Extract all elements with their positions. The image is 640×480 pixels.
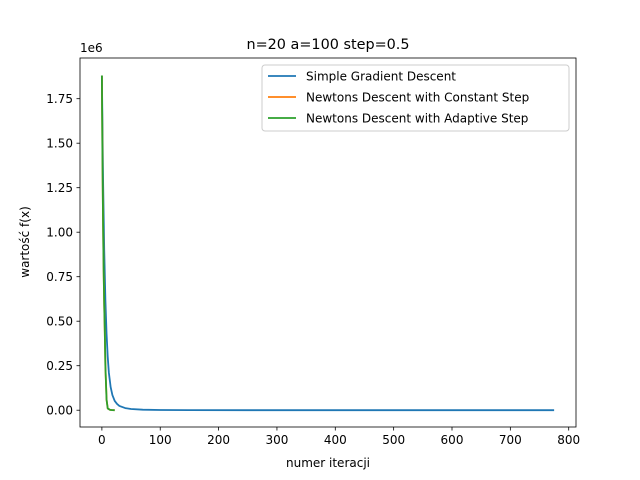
legend-label-gradient: Simple Gradient Descent (306, 70, 456, 84)
x-tick-label: 800 (557, 433, 580, 447)
x-tick-label: 600 (441, 433, 464, 447)
x-tick-label: 500 (382, 433, 405, 447)
legend-label-newton-adaptive: Newtons Descent with Adaptive Step (306, 112, 528, 126)
legend-label-newton-constant: Newtons Descent with Constant Step (306, 91, 529, 105)
x-tick-label: 200 (207, 433, 230, 447)
series-layer (100, 75, 555, 412)
y-axis-label: wartość f(x) (18, 206, 32, 278)
chart-title: n=20 a=100 step=0.5 (246, 37, 409, 53)
y-tick-label: 1.75 (46, 92, 73, 106)
x-tick-label: 100 (149, 433, 172, 447)
x-tick-label: 0 (98, 433, 106, 447)
series-line-gradient (100, 75, 555, 412)
x-tick-label: 300 (265, 433, 288, 447)
y-offset-label: 1e6 (80, 41, 103, 55)
x-tick-label: 400 (324, 433, 347, 447)
legend-frame (261, 64, 570, 132)
series-line-newton-adaptive (100, 75, 115, 412)
x-tick-label: 700 (499, 433, 522, 447)
y-tick-label: 1.00 (46, 226, 73, 240)
y-tick-label: 1.25 (46, 181, 73, 195)
plot-frame (79, 57, 577, 428)
y-tick-label: 0.00 (46, 404, 73, 418)
y-tick-label: 0.75 (46, 270, 73, 284)
x-axis-label: numer iteracji (286, 456, 370, 470)
legend: Simple Gradient Descent Newtons Descent … (261, 64, 570, 132)
y-tick-label: 0.50 (46, 315, 73, 329)
ticks-layer: 0 100 200 300 400 500 600 700 800 0.00 0.25 0.50 0.7… (46, 92, 580, 447)
y-tick-label: 1.50 (46, 137, 73, 151)
y-tick-label: 0.25 (46, 359, 73, 373)
